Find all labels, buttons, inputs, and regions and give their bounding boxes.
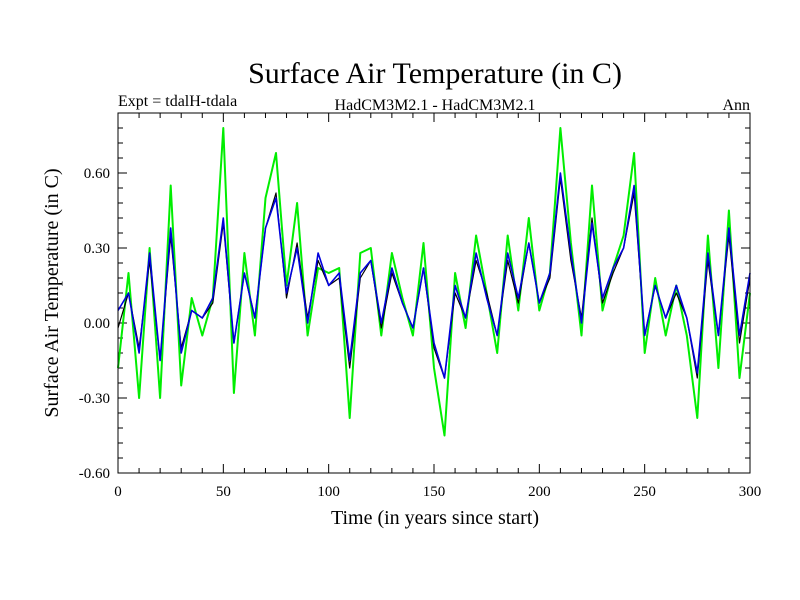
- x-tick-label: 50: [216, 484, 231, 500]
- x-tick-label: 250: [633, 484, 656, 500]
- experiment-label: Expt = tdalH-tdala: [118, 93, 237, 110]
- y-tick-label: -0.30: [79, 391, 110, 407]
- y-axis-label: Surface Air Temperature (in C): [41, 168, 63, 417]
- x-tick-label: 200: [528, 484, 551, 500]
- model-label: HadCM3M2.1 - HadCM3M2.1: [335, 97, 536, 114]
- y-axis-ticks: -0.60 -0.30 0.00 0.30 0.60: [79, 112, 750, 482]
- chart-title: Surface Air Temperature (in C): [248, 57, 622, 90]
- x-axis-label: Time (in years since start): [331, 507, 539, 529]
- y-tick-label: -0.60: [79, 466, 110, 482]
- y-tick-label: 0.00: [84, 316, 110, 332]
- x-tick-label: 0: [114, 484, 122, 500]
- series-line-blue: [117, 172, 751, 379]
- x-tick-label: 100: [317, 484, 340, 500]
- x-tick-label: 150: [423, 484, 446, 500]
- series-line-green: [117, 127, 751, 437]
- x-tick-label: 300: [739, 484, 762, 500]
- season-label: Ann: [722, 97, 750, 114]
- y-tick-label: 0.30: [84, 241, 110, 257]
- series-lines: [117, 127, 751, 437]
- y-tick-label: 0.60: [84, 166, 110, 182]
- plot-frame: [117, 112, 751, 474]
